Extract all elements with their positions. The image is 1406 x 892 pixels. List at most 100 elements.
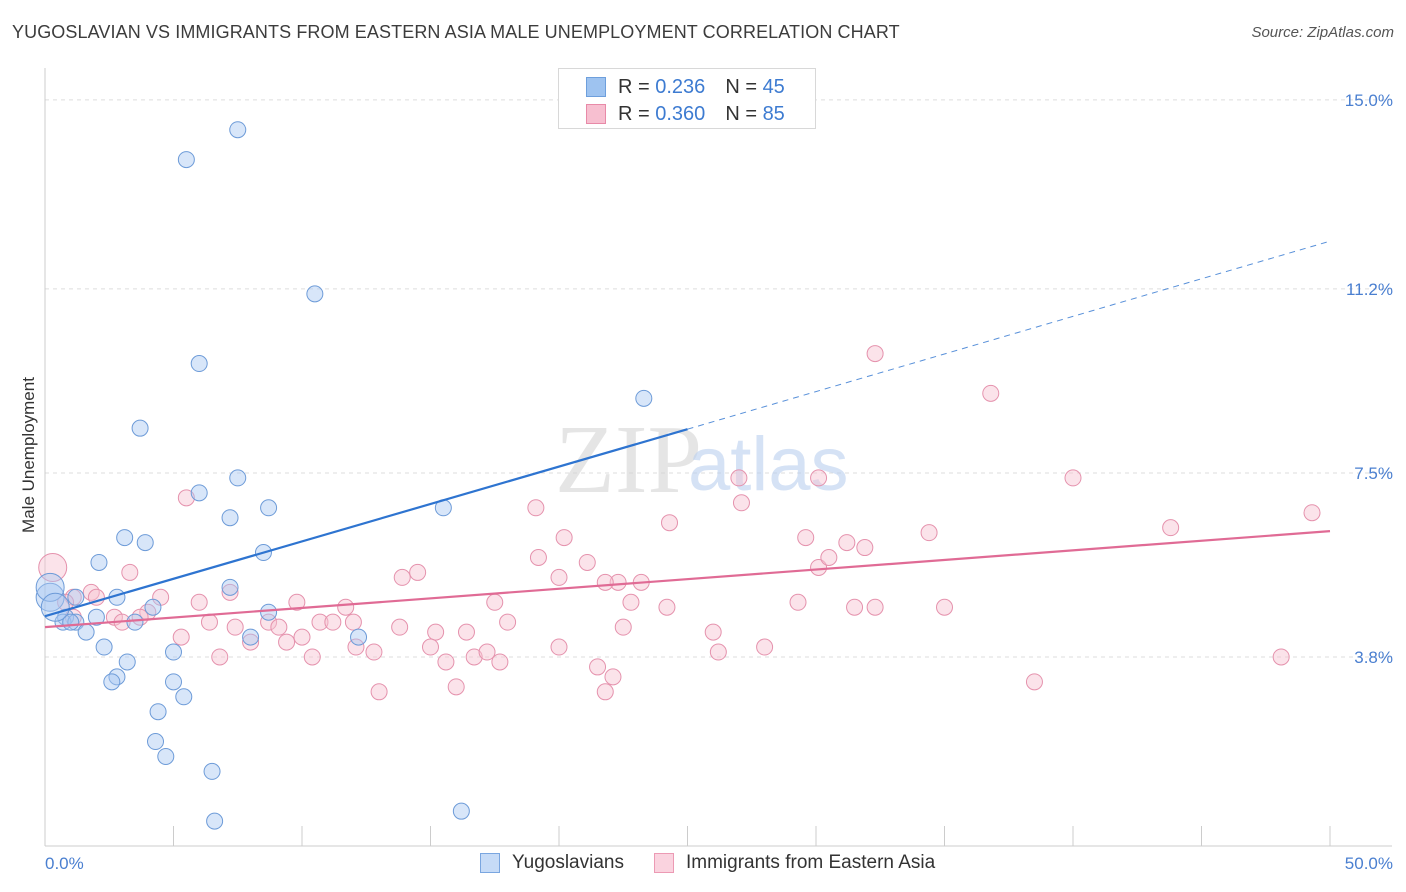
y-tick-label-0: 3.8%: [1354, 648, 1393, 667]
series-immigrants-eastern-asia: [38, 345, 1321, 701]
legend-item-yugoslavians[interactable]: Yugoslavians: [480, 852, 624, 874]
immigrants-point-10: [1162, 519, 1180, 537]
trend-line-immigrants: [44, 530, 1331, 629]
yugoslavians-point-4: [635, 389, 653, 407]
immigrants-point-11: [1303, 504, 1321, 522]
immigrants-point-48: [200, 613, 218, 631]
yugoslavians-point-40: [452, 802, 470, 820]
immigrants-point-16: [529, 549, 547, 567]
immigrants-point-71: [709, 643, 727, 661]
immigrants-point-52: [311, 613, 329, 631]
yugoslavians-point-36: [149, 703, 167, 721]
immigrants-point-7: [527, 499, 545, 517]
legend-r-value: 0.360: [655, 102, 706, 125]
immigrants-point-76: [491, 653, 509, 671]
immigrants-point-3: [810, 469, 828, 487]
yugoslavians-point-41: [206, 812, 224, 830]
y-tick-label-3: 15.0%: [1345, 91, 1393, 110]
immigrants-point-58: [704, 623, 722, 641]
yugoslavians-point-9: [221, 509, 239, 527]
immigrants-point-9: [920, 524, 938, 542]
immigrants-point-36: [622, 593, 640, 611]
yugoslavians-point-31: [118, 653, 136, 671]
immigrants-point-28: [82, 583, 100, 601]
immigrants-point-78: [604, 668, 622, 686]
legend-r-label: R =: [618, 102, 650, 125]
yugoslavians-point-15: [221, 578, 239, 596]
immigrants-point-14: [838, 534, 856, 552]
immigrants-point-69: [478, 643, 496, 661]
immigrants-point-61: [427, 623, 445, 641]
immigrants-point-5: [177, 489, 195, 507]
yugoslavians-point-5: [131, 419, 149, 437]
immigrants-point-13: [797, 529, 815, 547]
watermark-zip: ZIP: [555, 406, 702, 514]
series-yugoslavians: [35, 121, 653, 830]
immigrants-point-49: [226, 618, 244, 636]
immigrants-point-6: [732, 494, 750, 512]
immigrants-point-15: [856, 539, 874, 557]
immigrants-point-75: [437, 653, 455, 671]
immigrants-point-20: [121, 563, 139, 581]
immigrants-point-57: [614, 618, 632, 636]
yugoslavians-point-27: [242, 628, 260, 646]
yugoslavians-point-30: [165, 643, 182, 661]
yugoslavians-point-1: [177, 151, 195, 169]
yugoslavians-point-33: [103, 673, 121, 691]
yugoslavians-point-7: [190, 484, 208, 502]
source-label: Source: ZipAtlas.com: [1251, 24, 1394, 41]
yugoslavians-point-17: [67, 588, 85, 606]
immigrants-point-40: [866, 598, 884, 616]
immigrants-point-24: [609, 573, 627, 591]
yugoslavians-point-37: [147, 733, 165, 751]
immigrants-point-4: [1064, 469, 1082, 487]
yugoslavians-point-35: [175, 688, 193, 706]
trend-line-yugoslavians: [44, 428, 688, 618]
yugoslavians-point-3: [190, 355, 208, 373]
yugoslavians-point-38: [157, 747, 175, 765]
legend-item-immigrants[interactable]: Immigrants from Eastern Asia: [653, 852, 936, 874]
immigrants-point-79: [447, 678, 465, 696]
trend-line-yugoslavians-extension: [687, 240, 1331, 430]
immigrants-point-35: [486, 593, 504, 611]
chart-title: YUGOSLAVIAN VS IMMIGRANTS FROM EASTERN A…: [12, 22, 900, 42]
axes: [44, 68, 1392, 847]
yugoslavians-point-42: [35, 572, 65, 602]
yugoslavians-point-29: [95, 638, 113, 656]
watermark-atlas: atlas: [688, 422, 849, 507]
immigrants-point-65: [293, 628, 311, 646]
x-tick-label-min: 0.0%: [45, 854, 84, 873]
immigrants-point-67: [365, 643, 383, 661]
immigrants-point-50: [260, 613, 278, 631]
yugoslavians-point-26: [260, 603, 278, 621]
immigrants-point-19: [820, 549, 838, 567]
legend-n-value: 45: [762, 75, 785, 98]
yugoslavians-point-23: [77, 623, 95, 641]
immigrants-point-77: [589, 658, 607, 676]
immigrants-point-53: [324, 613, 342, 631]
legend-row-yugoslavians: R = 0.236 N = 45: [586, 76, 785, 98]
immigrants-point-81: [596, 683, 614, 701]
legend-label-immigrants: Immigrants from Eastern Asia: [685, 852, 936, 873]
immigrants-point-62: [422, 638, 439, 656]
series-legend: Yugoslavians Immigrants from Eastern Asi…: [480, 852, 965, 874]
immigrants-point-60: [172, 628, 190, 646]
immigrants-point-51: [270, 618, 288, 636]
immigrants-point-1: [982, 384, 1000, 402]
legend-label-yugoslavians: Yugoslavians: [512, 852, 624, 873]
immigrants-point-25: [596, 573, 614, 591]
yugoslavians-point-11: [116, 529, 134, 547]
immigrants-point-37: [789, 593, 807, 611]
immigrants-point-2: [730, 469, 748, 487]
immigrants-point-56: [499, 613, 517, 631]
legend-swatch-yugoslavians: [586, 77, 606, 97]
immigrants-point-70: [550, 638, 568, 656]
legend-n-label: N =: [725, 102, 757, 125]
immigrants-point-63: [242, 633, 260, 651]
immigrants-point-0: [866, 345, 884, 363]
yugoslavians-point-0: [229, 121, 247, 139]
immigrants-point-23: [550, 568, 568, 586]
immigrants-point-64: [278, 633, 296, 651]
immigrants-point-82: [1025, 673, 1043, 691]
legend-swatch-yugoslavians: [480, 853, 500, 873]
